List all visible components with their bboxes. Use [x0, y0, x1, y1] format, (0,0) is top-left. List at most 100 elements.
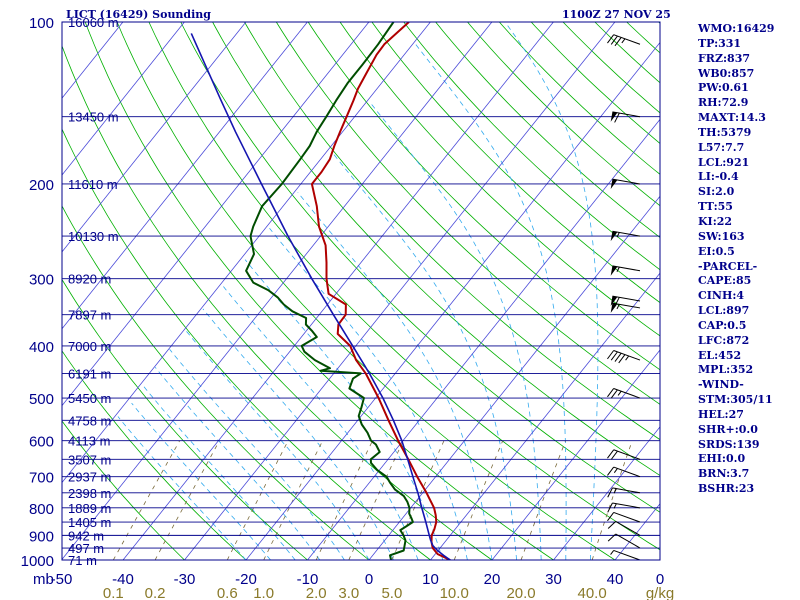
pressure-tick-label: 1000 — [21, 553, 54, 570]
mixing-ratio-line — [263, 440, 324, 560]
wind-barb — [607, 533, 641, 549]
height-label: 942 m — [68, 528, 104, 543]
wind-barb-flag — [607, 34, 615, 44]
plot-frame — [61, 21, 661, 561]
pressure-tick-label: 600 — [29, 434, 54, 451]
moist-adiabat — [331, 151, 517, 560]
mixing-ratio-label: 20.0 — [506, 585, 535, 600]
wind-barb-flag — [607, 388, 615, 398]
wind-barb-pennant — [610, 111, 618, 122]
temperature-tick-label: -50 — [51, 571, 73, 588]
isotherm — [245, 41, 660, 560]
mixing-ratio-line — [154, 440, 220, 560]
mixing-ratio-label: 1.0 — [253, 585, 274, 600]
wind-barb-staff — [615, 520, 641, 536]
wind-barb — [610, 295, 641, 307]
index-item: SI:2.0 — [698, 185, 735, 199]
height-label: 16060 m — [68, 15, 119, 30]
moist-adiabat — [169, 349, 345, 560]
index-item: TH:5379 — [698, 125, 752, 139]
dry-adiabat — [62, 128, 431, 560]
wind-barb-staff — [613, 449, 641, 460]
dry-adiabat — [530, 22, 660, 145]
isotherm — [491, 349, 660, 560]
temperature-tick-label: -30 — [174, 571, 196, 588]
isotherm — [62, 22, 185, 176]
index-item: LCL:897 — [698, 304, 750, 318]
wind-barb-staff — [613, 34, 641, 45]
index-item: HEL:27 — [698, 407, 744, 421]
wind-barb — [607, 520, 641, 536]
dry-adiabat — [212, 22, 660, 476]
wind-barb — [607, 387, 641, 399]
temperature-tick-label: 0 — [365, 571, 373, 588]
wind-barb-pennant — [610, 179, 618, 189]
moist-adiabat — [202, 308, 394, 560]
wind-barb-pennant — [610, 265, 618, 276]
height-label: 7000 m — [68, 339, 111, 354]
pressure-tick-label: 700 — [29, 470, 54, 487]
height-label: 11610 m — [68, 177, 118, 192]
isotherm — [62, 22, 431, 484]
index-item: SHR+:0.0 — [698, 422, 758, 436]
index-item: WMO:16429 — [698, 22, 775, 35]
wind-barb — [607, 511, 641, 523]
moist-adiabat — [223, 286, 419, 560]
index-item: EI:0.5 — [698, 244, 735, 258]
moist-adiabat — [244, 259, 444, 560]
pressure-tick-label: 200 — [29, 177, 54, 194]
wind-barb-half-flag — [617, 390, 622, 396]
isotherm — [62, 22, 493, 560]
mixing-ratio-label: 0.6 — [217, 585, 238, 600]
index-item: EHI:0.0 — [698, 452, 746, 466]
dry-adiabat — [62, 420, 185, 560]
wind-barb-flag — [614, 352, 622, 362]
height-label: 497 m — [68, 541, 104, 556]
index-item: CAP:0.5 — [698, 318, 747, 332]
pressure-tick-label: 900 — [29, 528, 54, 545]
dry-adiabat — [116, 22, 616, 560]
mixing-ratio-label: 0.1 — [103, 585, 124, 600]
moist-adiabat — [415, 44, 567, 560]
pressure-tick-label: 500 — [29, 391, 54, 408]
index-item: EL:452 — [698, 348, 742, 362]
index-item: LFC:872 — [698, 333, 750, 347]
mixing-ratio-label: 10.0 — [440, 585, 469, 600]
height-label: 4758 m — [68, 413, 111, 428]
wind-barb-staff — [612, 502, 641, 509]
dry-adiabat — [467, 22, 660, 207]
dry-adiabat — [62, 44, 493, 560]
wind-barb-flag — [607, 502, 613, 513]
height-label: 3507 m — [68, 452, 111, 467]
wind-barb-flag — [607, 487, 613, 498]
valid-time: 1100Z 27 NOV 25 — [562, 8, 671, 21]
isotherm — [553, 426, 660, 560]
background-grid — [62, 22, 660, 560]
wind-barb-half-flag — [621, 38, 626, 44]
temperature-tick-label: 30 — [545, 571, 562, 588]
wind-barb-staff — [613, 350, 641, 361]
moist-adiabat — [142, 384, 296, 560]
wind-barb-flag — [614, 37, 622, 47]
moist-adiabat — [131, 402, 271, 560]
pressure-unit-label: mb — [33, 571, 54, 588]
dry-adiabat — [307, 22, 660, 371]
height-label: 5450 m — [68, 391, 111, 406]
wind-barb-flag — [607, 521, 617, 529]
temperature-tick-label: 20 — [484, 571, 501, 588]
mixing-ratio-label: 3.0 — [338, 585, 359, 600]
mixing-ratio-label: 5.0 — [381, 585, 402, 600]
moist-adiabat — [504, 22, 599, 560]
index-item: PW:0.61 — [698, 81, 749, 95]
height-label: 6191 m — [68, 366, 111, 381]
index-item: SRDS:139 — [698, 437, 760, 451]
height-label: 10130 m — [68, 229, 119, 244]
mixing-ratio-line — [391, 440, 445, 560]
mixing-ratio-unit-label: g/kg — [646, 585, 674, 600]
temperature-tick-label: -40 — [112, 571, 134, 588]
moist-adiabat — [154, 366, 321, 560]
sounding-profiles — [190, 22, 451, 560]
wind-barb-flag — [610, 35, 618, 45]
pressure-tick-label: 800 — [29, 501, 54, 518]
